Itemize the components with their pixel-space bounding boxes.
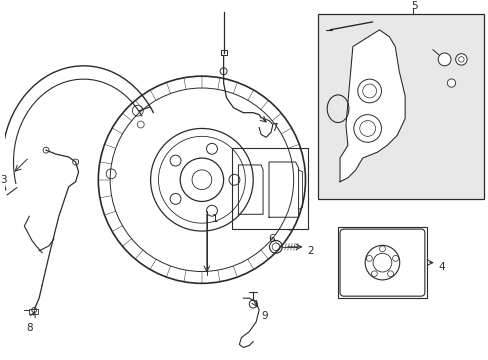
Bar: [318, 14, 483, 199]
Bar: [29, 309, 38, 314]
Polygon shape: [339, 30, 405, 182]
Text: 6: 6: [267, 234, 274, 244]
FancyBboxPatch shape: [339, 229, 424, 296]
Bar: [337, 227, 426, 298]
Circle shape: [98, 76, 305, 283]
Circle shape: [437, 53, 450, 66]
Circle shape: [447, 79, 455, 87]
Text: 5: 5: [410, 1, 417, 11]
Circle shape: [455, 54, 466, 65]
Bar: [231, 148, 308, 229]
Circle shape: [353, 114, 381, 142]
Text: 3: 3: [0, 175, 6, 185]
Text: 4: 4: [438, 262, 445, 271]
Text: 9: 9: [261, 311, 267, 321]
Text: 8: 8: [26, 323, 33, 333]
Bar: [220, 50, 226, 55]
Text: 1: 1: [211, 214, 218, 224]
Circle shape: [357, 79, 381, 103]
Text: 2: 2: [307, 246, 313, 256]
Text: 7: 7: [270, 123, 277, 134]
Circle shape: [192, 170, 211, 190]
